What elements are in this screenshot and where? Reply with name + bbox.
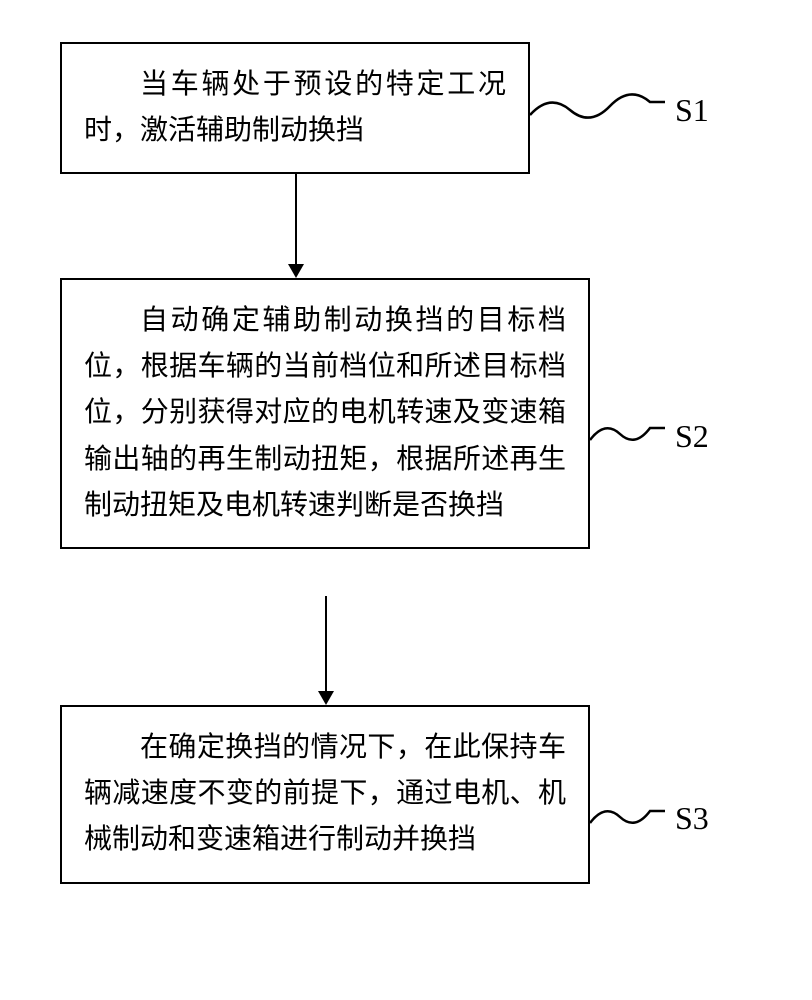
node-label-s3: S3 bbox=[675, 800, 709, 837]
connector-wave-s3 bbox=[590, 795, 670, 845]
connector-wave-s2 bbox=[590, 412, 670, 462]
flowchart-node-s2: 自动确定辅助制动换挡的目标档位，根据车辆的当前档位和所述目标档位，分别获得对应的… bbox=[60, 278, 590, 549]
flowchart-node-s3: 在确定换挡的情况下，在此保持车辆减速度不变的前提下，通过电机、机械制动和变速箱进… bbox=[60, 705, 590, 884]
node-text: 自动确定辅助制动换挡的目标档位，根据车辆的当前档位和所述目标档位，分别获得对应的… bbox=[84, 305, 566, 521]
node-label-s2: S2 bbox=[675, 418, 709, 455]
node-text: 在确定换挡的情况下，在此保持车辆减速度不变的前提下，通过电机、机械制动和变速箱进… bbox=[84, 732, 566, 855]
arrow-head-2 bbox=[318, 691, 334, 705]
node-text: 当车辆处于预设的特定工况时，激活辅助制动换挡 bbox=[84, 69, 506, 146]
node-label-s1: S1 bbox=[675, 92, 709, 129]
arrow-line-1 bbox=[295, 172, 297, 264]
flowchart-node-s1: 当车辆处于预设的特定工况时，激活辅助制动换挡 bbox=[60, 42, 530, 174]
arrow-line-2 bbox=[325, 596, 327, 691]
connector-wave-s1 bbox=[530, 88, 670, 138]
arrow-head-1 bbox=[288, 264, 304, 278]
flowchart-container: 当车辆处于预设的特定工况时，激活辅助制动换挡 S1 自动确定辅助制动换挡的目标档… bbox=[0, 0, 812, 1000]
